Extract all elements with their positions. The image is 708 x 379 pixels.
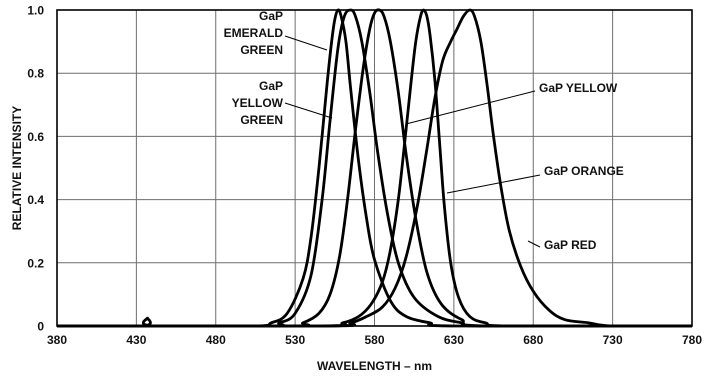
leader-line-gap-emerald-green	[284, 35, 328, 51]
x-tick-label: 780	[682, 333, 702, 347]
series-line-gap-red	[57, 8, 692, 328]
leader-line-gap-red	[527, 240, 541, 248]
leader-line-gap-orange	[446, 174, 541, 194]
y-axis-ticks: 0 0.2 0.4 0.6 0.8 1.0	[27, 4, 44, 334]
y-tick-label: 0	[37, 320, 44, 334]
series-line-gap-yellow-green	[57, 8, 692, 328]
x-tick-label: 530	[285, 333, 305, 347]
series-label-gap-orange: GaP ORANGE	[544, 164, 624, 178]
x-tick-label: 580	[364, 333, 384, 347]
series-label-gap-yellow-green: GaP	[259, 79, 283, 93]
y-tick-label: 0.6	[27, 130, 44, 144]
x-axis-title: WAVELENGTH – nm	[317, 359, 432, 373]
x-axis-ticks: 380 430 480 530 580 630 680 730 780	[47, 333, 702, 347]
x-tick-label: 430	[126, 333, 146, 347]
y-tick-label: 1.0	[27, 4, 44, 18]
x-tick-label: 730	[603, 333, 623, 347]
grid	[57, 10, 692, 326]
series-label-gap-emerald-green: GREEN	[240, 43, 283, 57]
series-label-gap-red: GaP RED	[544, 238, 597, 252]
y-tick-label: 0.2	[27, 256, 44, 270]
series-label-gap-yellow-green: YELLOW	[232, 96, 284, 110]
y-axis-title: RELATIVE INTENSITY	[10, 106, 24, 230]
y-tick-label: 0.8	[27, 67, 44, 81]
x-tick-label: 630	[444, 333, 464, 347]
series-label-gap-yellow-green: GREEN	[240, 113, 283, 127]
series-line-gap-orange	[57, 8, 692, 328]
x-tick-label: 380	[47, 333, 67, 347]
series-label-gap-emerald-green: EMERALD	[224, 26, 284, 40]
leader-line-gap-yellow-green	[284, 102, 333, 119]
plot-frame	[56, 9, 693, 327]
series-label-gap-emerald-green: GaP	[259, 9, 283, 23]
series-annotations: GaP EMERALD GREEN GaP YELLOW GREEN GaP YELLOW G…	[224, 9, 624, 252]
leader-line-gap-yellow	[405, 90, 536, 125]
series-label-gap-yellow: GaP YELLOW	[539, 81, 618, 95]
x-tick-label: 480	[206, 333, 226, 347]
x-tick-label: 680	[523, 333, 543, 347]
y-tick-label: 0.4	[27, 193, 44, 207]
